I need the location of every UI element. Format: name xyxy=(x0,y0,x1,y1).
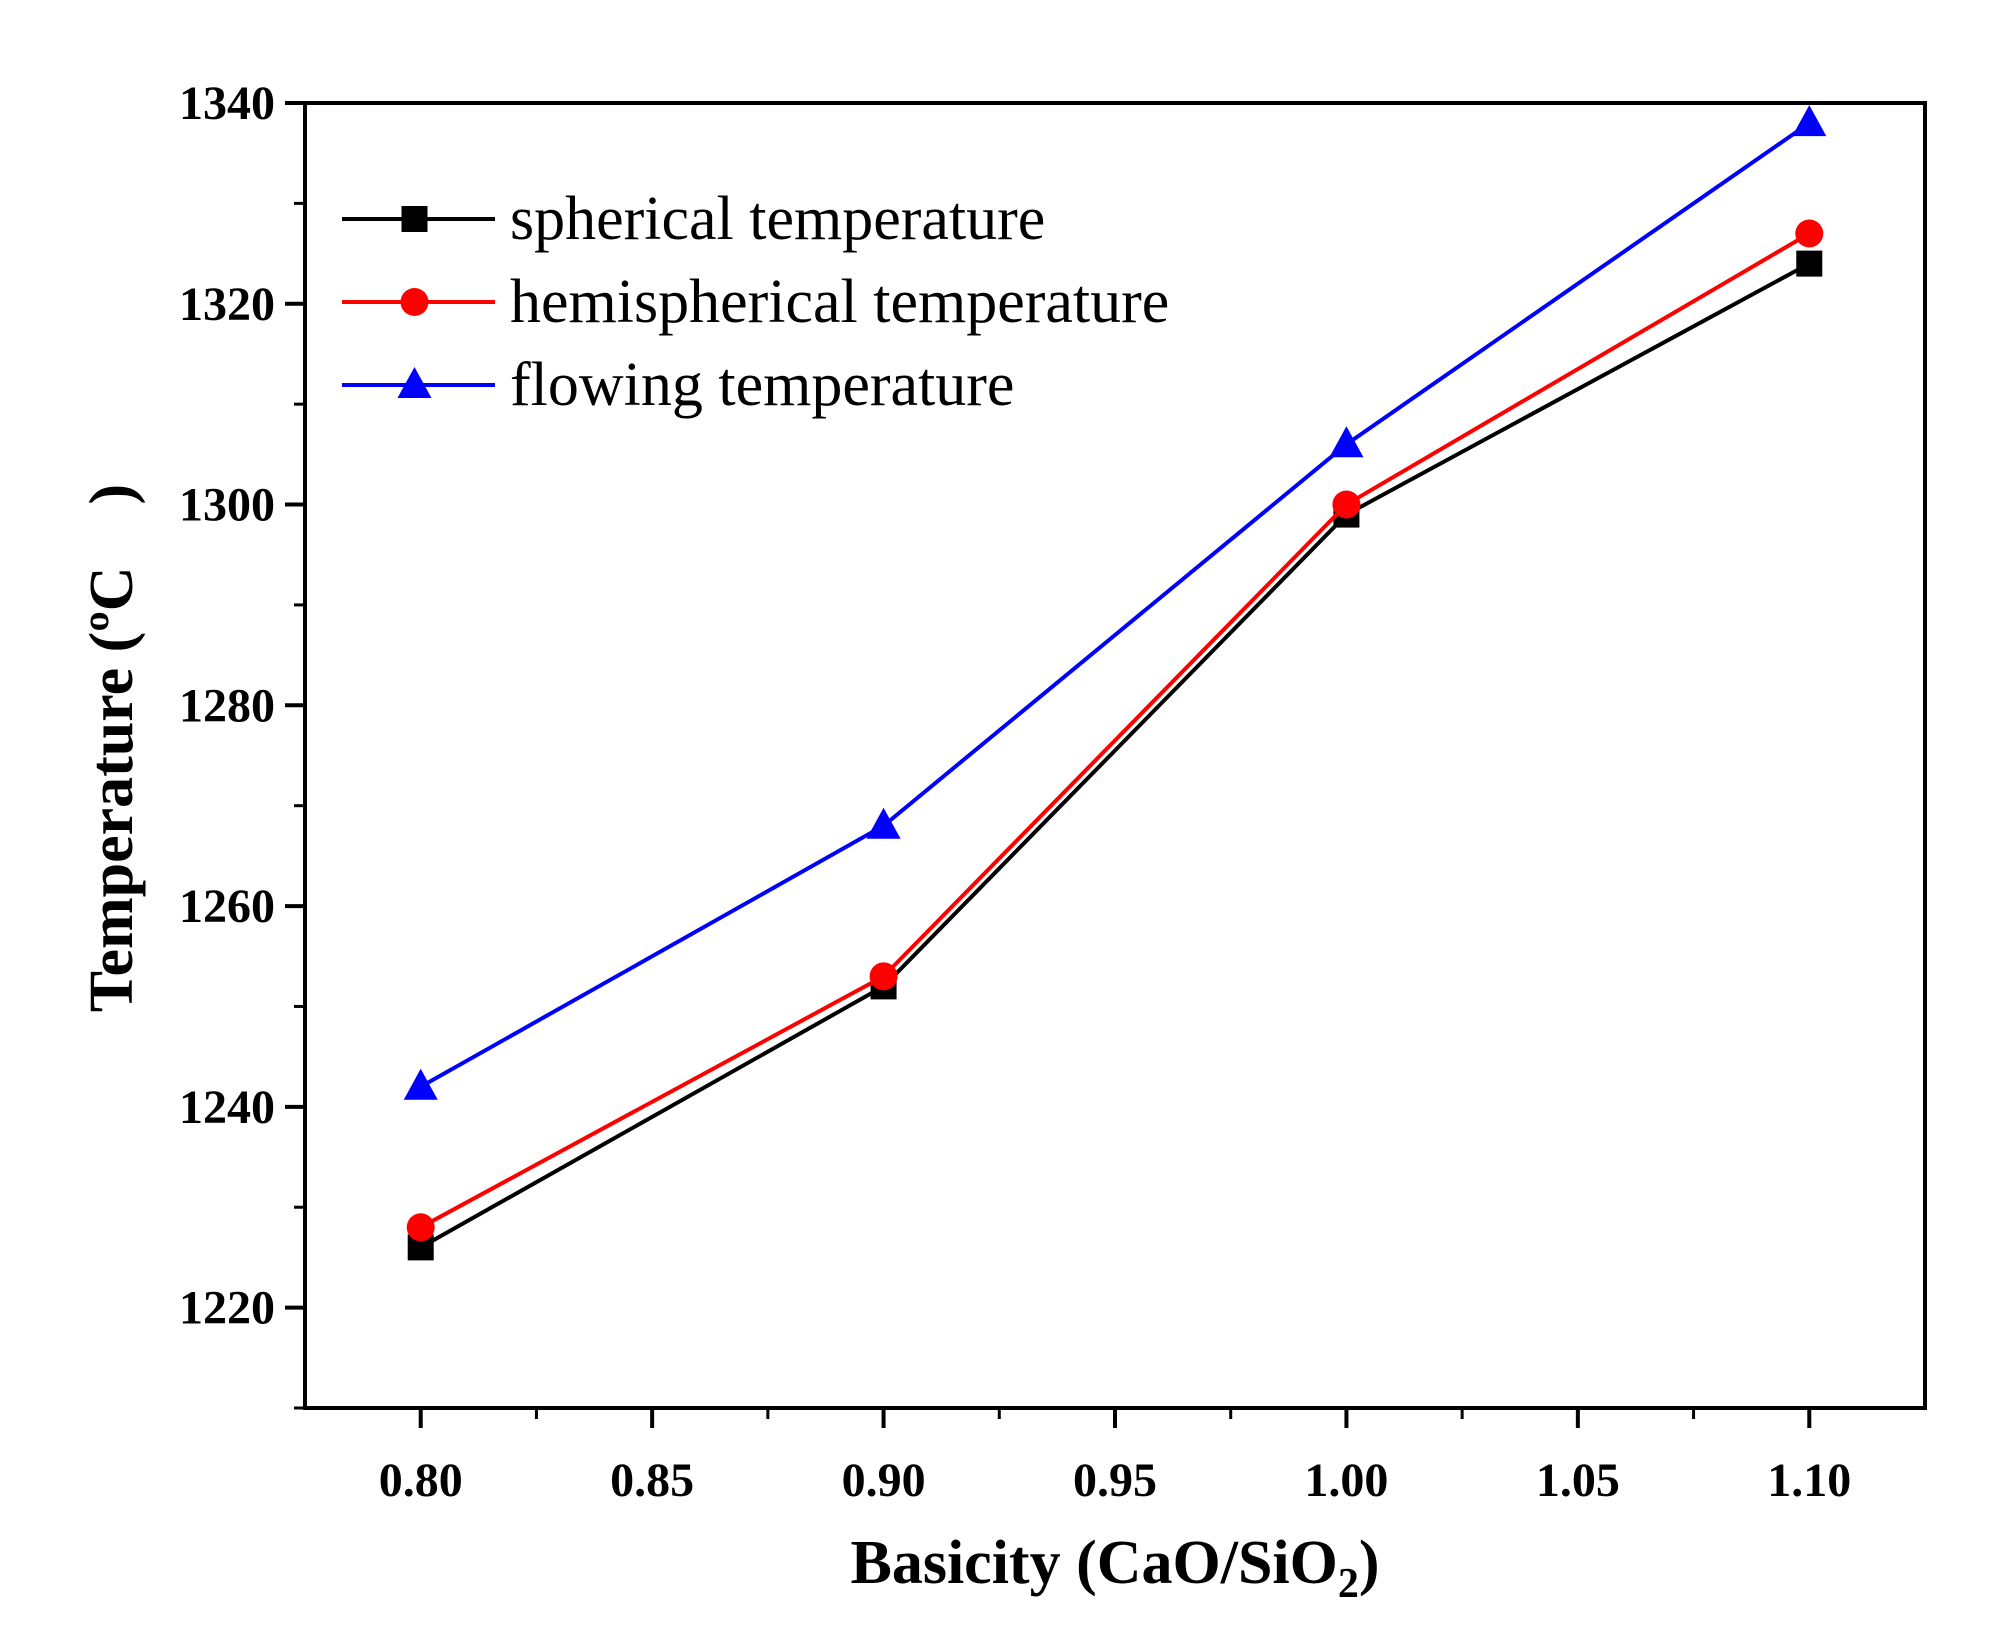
y-tick-label: 1320 xyxy=(179,278,275,331)
y-tick-label: 1260 xyxy=(179,880,275,933)
series-line xyxy=(419,231,1811,1230)
series-circle xyxy=(406,219,1824,1242)
data-point xyxy=(1792,105,1827,137)
x-axis-title-tail: ) xyxy=(1359,1529,1380,1597)
y-tick-label: 1220 xyxy=(179,1282,275,1335)
x-axis-title-subscript: 2 xyxy=(1338,1561,1359,1607)
x-tick-label: 1.10 xyxy=(1767,1454,1851,1507)
legend-item: hemispherical temperature xyxy=(342,268,1169,336)
x-axis-title-main: Basicity (CaO/SiO xyxy=(850,1529,1337,1597)
x-tick-label: 0.80 xyxy=(379,1454,463,1507)
legend-item: spherical temperature xyxy=(342,185,1045,253)
series-triangle xyxy=(403,105,1827,1100)
y-tick-label: 1300 xyxy=(179,479,275,532)
y-tick-label: 1240 xyxy=(179,1081,275,1134)
legend-label: spherical temperature xyxy=(510,185,1045,253)
x-tick-label: 0.95 xyxy=(1073,1454,1157,1507)
y-tick-label: 1340 xyxy=(179,77,275,130)
x-tick-label: 0.90 xyxy=(842,1454,926,1507)
data-point xyxy=(1329,426,1364,458)
series-line xyxy=(419,121,1811,1089)
legend-label: hemispherical temperature xyxy=(510,268,1169,336)
data-point xyxy=(403,1068,438,1100)
data-point xyxy=(1332,490,1361,519)
legend-marker xyxy=(397,367,432,398)
data-point xyxy=(869,962,898,991)
y-tick-label: 1280 xyxy=(179,679,275,732)
x-tick-label: 1.00 xyxy=(1304,1454,1388,1507)
data-point xyxy=(1796,250,1823,277)
x-tick-label: 0.85 xyxy=(610,1454,694,1507)
data-point xyxy=(866,807,901,839)
x-axis-title: Basicity (CaO/SiO2) xyxy=(850,1529,1379,1607)
y-axis-title: Temperature (ºC ) xyxy=(78,484,146,1012)
data-point xyxy=(406,1213,435,1242)
legend-item: flowing temperature xyxy=(342,351,1014,419)
legend-marker xyxy=(401,206,428,232)
x-tick-label: 1.05 xyxy=(1536,1454,1620,1507)
series-line xyxy=(419,261,1811,1250)
legend-label: flowing temperature xyxy=(510,351,1014,419)
data-point xyxy=(1795,219,1824,248)
legend-marker xyxy=(400,288,429,316)
